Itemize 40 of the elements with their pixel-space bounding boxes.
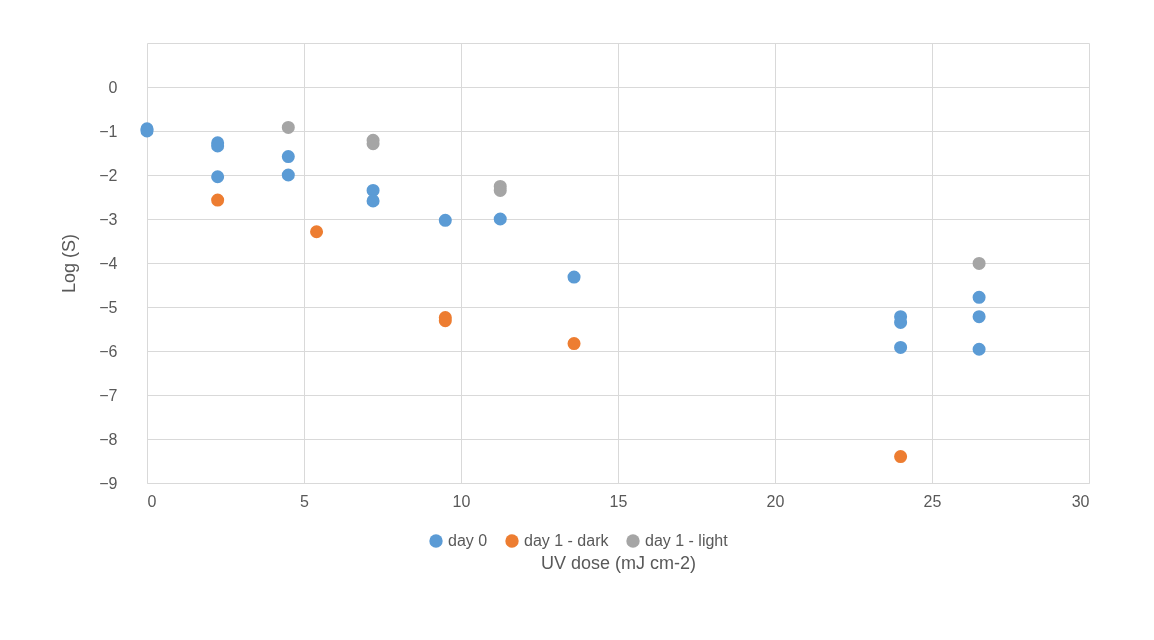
point (281, 168, 295, 182)
point (211, 170, 225, 184)
x-axis-title: UV dose (mJ cm-2) (540, 552, 697, 573)
point (894, 340, 908, 354)
y-tick-label: −2 (99, 166, 118, 184)
legend-label: day 1 - dark (524, 532, 610, 549)
x-tick-label: 5 (300, 492, 310, 510)
y-tick-label: −3 (99, 210, 118, 228)
x-tick-label: 30 (1071, 492, 1090, 510)
point (438, 213, 452, 227)
point (972, 290, 986, 304)
y-tick-label: −6 (99, 342, 118, 360)
point (567, 337, 581, 351)
x-tick-label: 0 (147, 492, 157, 510)
y-tick-label: −1 (99, 122, 118, 140)
point (366, 183, 380, 197)
point (567, 270, 581, 284)
legend-label: day 0 (448, 532, 488, 549)
x-tick-label: 20 (766, 492, 785, 510)
point (310, 225, 324, 239)
point (894, 450, 908, 464)
y-tick-label: −9 (99, 474, 118, 492)
y-tick-label: −4 (99, 254, 118, 272)
point (366, 194, 380, 208)
point (493, 212, 507, 226)
x-tick-label: 10 (452, 492, 471, 510)
point (281, 150, 295, 164)
legend-label: day 1 - light (645, 532, 729, 549)
point (972, 310, 986, 324)
y-tick-label: −5 (99, 298, 118, 316)
point (281, 120, 295, 134)
x-tick-label: 15 (609, 492, 628, 510)
y-tick-label: 0 (108, 78, 118, 96)
point (972, 342, 986, 356)
y-axis-title: Log (S) (59, 233, 80, 294)
y-tick-label: −8 (99, 430, 118, 448)
x-tick-label: 25 (923, 492, 942, 510)
y-tick-label: −7 (99, 386, 118, 404)
point (211, 193, 225, 207)
point (972, 256, 986, 270)
